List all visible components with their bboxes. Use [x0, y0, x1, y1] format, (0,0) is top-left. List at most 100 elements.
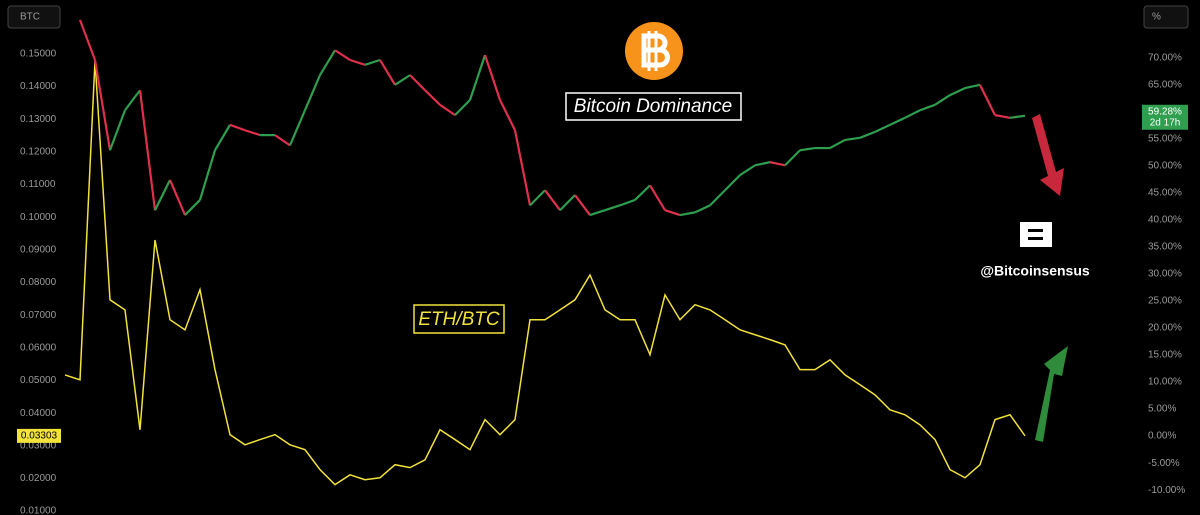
down-arrow — [1032, 114, 1064, 196]
dominance-segment — [154, 179, 171, 211]
dominance-segment — [124, 89, 141, 111]
dominance-segment — [468, 54, 487, 101]
y-tick-label: 0.05000 — [20, 375, 57, 386]
dominance-segment — [934, 94, 951, 106]
dominance-segment — [709, 189, 726, 207]
dominance-segment — [1009, 114, 1026, 119]
dominance-segment — [799, 146, 816, 152]
dominance-segment — [544, 189, 561, 211]
y2-tick-label: 10.00% — [1148, 377, 1182, 388]
y-unit: BTC — [20, 12, 40, 23]
dominance-segment — [108, 109, 127, 151]
dominance-segment — [379, 59, 396, 86]
dominance-segment — [859, 130, 876, 139]
dominance-segment — [784, 149, 801, 167]
y2-tick-label: 55.00% — [1148, 134, 1182, 145]
y-tick-label: 0.07000 — [20, 310, 57, 321]
y2-tick-label: 15.00% — [1148, 350, 1182, 361]
dominance-segment — [483, 54, 502, 101]
dominance-segment — [604, 204, 621, 212]
dominance-segment — [949, 87, 966, 97]
y2-tick-label: 30.00% — [1148, 269, 1182, 280]
dominance-segment — [919, 103, 936, 112]
dominance-segment — [679, 211, 696, 217]
dominance-segment — [198, 149, 217, 201]
y2-tick-label: 40.00% — [1148, 215, 1182, 226]
y-tick-label: 0.13000 — [20, 114, 57, 125]
dominance-segment — [288, 109, 307, 146]
dominance-segment — [874, 123, 891, 133]
dominance-segment — [513, 130, 532, 206]
dominance-segment — [694, 204, 711, 214]
dominance-segment — [664, 209, 681, 217]
dominance-segment — [589, 209, 606, 217]
last-value-label: 0.03303 — [21, 431, 58, 442]
dominance-segment — [979, 84, 996, 116]
dominance-segment — [439, 103, 456, 117]
y2-tick-label: 65.00% — [1148, 79, 1182, 90]
bitcoin-logo — [625, 22, 683, 80]
y-tick-label: 0.15000 — [20, 49, 57, 60]
dominance-segment — [634, 184, 651, 201]
y-tick-label: 0.12000 — [20, 146, 57, 157]
dominance-segment — [889, 116, 906, 126]
y-tick-label: 0.11000 — [20, 179, 56, 190]
y2-tick-label: 45.00% — [1148, 188, 1182, 199]
dominance-segment — [214, 124, 231, 151]
last-value-label: 59.28% — [1148, 106, 1182, 117]
y2-tick-label: 5.00% — [1148, 404, 1176, 415]
dominance-segment — [93, 59, 112, 151]
dominance-segment — [904, 109, 921, 119]
dominance-segment — [274, 134, 291, 147]
y-tick-label: 0.08000 — [20, 277, 57, 288]
eth-btc-line — [64, 60, 1026, 486]
dominance-segment — [829, 138, 846, 150]
y2-tick-label: 70.00% — [1148, 52, 1182, 63]
dominance-segment — [724, 174, 741, 191]
dominance-segment — [168, 179, 187, 216]
y2-tick-label: 20.00% — [1148, 323, 1182, 334]
dominance-label-box — [565, 92, 742, 121]
y-tick-label: 0.09000 — [20, 244, 57, 255]
dominance-segment — [424, 89, 441, 106]
ethbtc-label: ETH/BTC — [418, 309, 500, 330]
dominance-segment — [78, 19, 97, 61]
dominance-segment — [574, 194, 591, 216]
ethbtc-label-box — [413, 304, 505, 334]
dominance-segment — [994, 114, 1011, 119]
dominance-segment — [769, 161, 786, 167]
y2-unit: % — [1152, 12, 1161, 23]
y-tick-label: 0.06000 — [20, 342, 57, 353]
dominance-segment — [319, 49, 336, 76]
watermark: @Bitcoinsensus — [980, 263, 1090, 279]
dominance-segment — [499, 99, 516, 131]
y2-tick-label: -5.00% — [1148, 458, 1180, 469]
y2-tick-label: 0.00% — [1148, 431, 1176, 442]
dominance-segment — [394, 74, 411, 86]
dominance-segment — [844, 136, 861, 142]
dominance-segment — [529, 189, 546, 207]
y-tick-label: 0.03000 — [20, 440, 57, 451]
dominance-segment — [754, 161, 771, 167]
countdown-label: 2d 17h — [1150, 117, 1181, 128]
last-value-box — [1142, 104, 1188, 130]
y-tick-label: 0.10000 — [20, 212, 57, 223]
dominance-segment — [619, 198, 636, 207]
y2-tick-label: 50.00% — [1148, 161, 1182, 172]
y2-tick-label: -10.00% — [1148, 485, 1185, 496]
y-tick-label: 0.04000 — [20, 408, 57, 419]
y2-tick-label: 35.00% — [1148, 242, 1182, 253]
dominance-segment — [964, 83, 981, 90]
dominance-segment — [244, 129, 261, 137]
dominance-segment — [334, 49, 351, 61]
dominance-segment — [739, 164, 756, 177]
y-unit-box — [7, 5, 61, 29]
dominance-segment — [409, 74, 426, 92]
y-tick-label: 0.02000 — [20, 473, 57, 484]
dominance-label: Bitcoin Dominance — [574, 96, 732, 117]
dominance-segment — [303, 74, 322, 111]
dominance-segment — [184, 199, 201, 216]
up-arrow — [1035, 346, 1068, 442]
